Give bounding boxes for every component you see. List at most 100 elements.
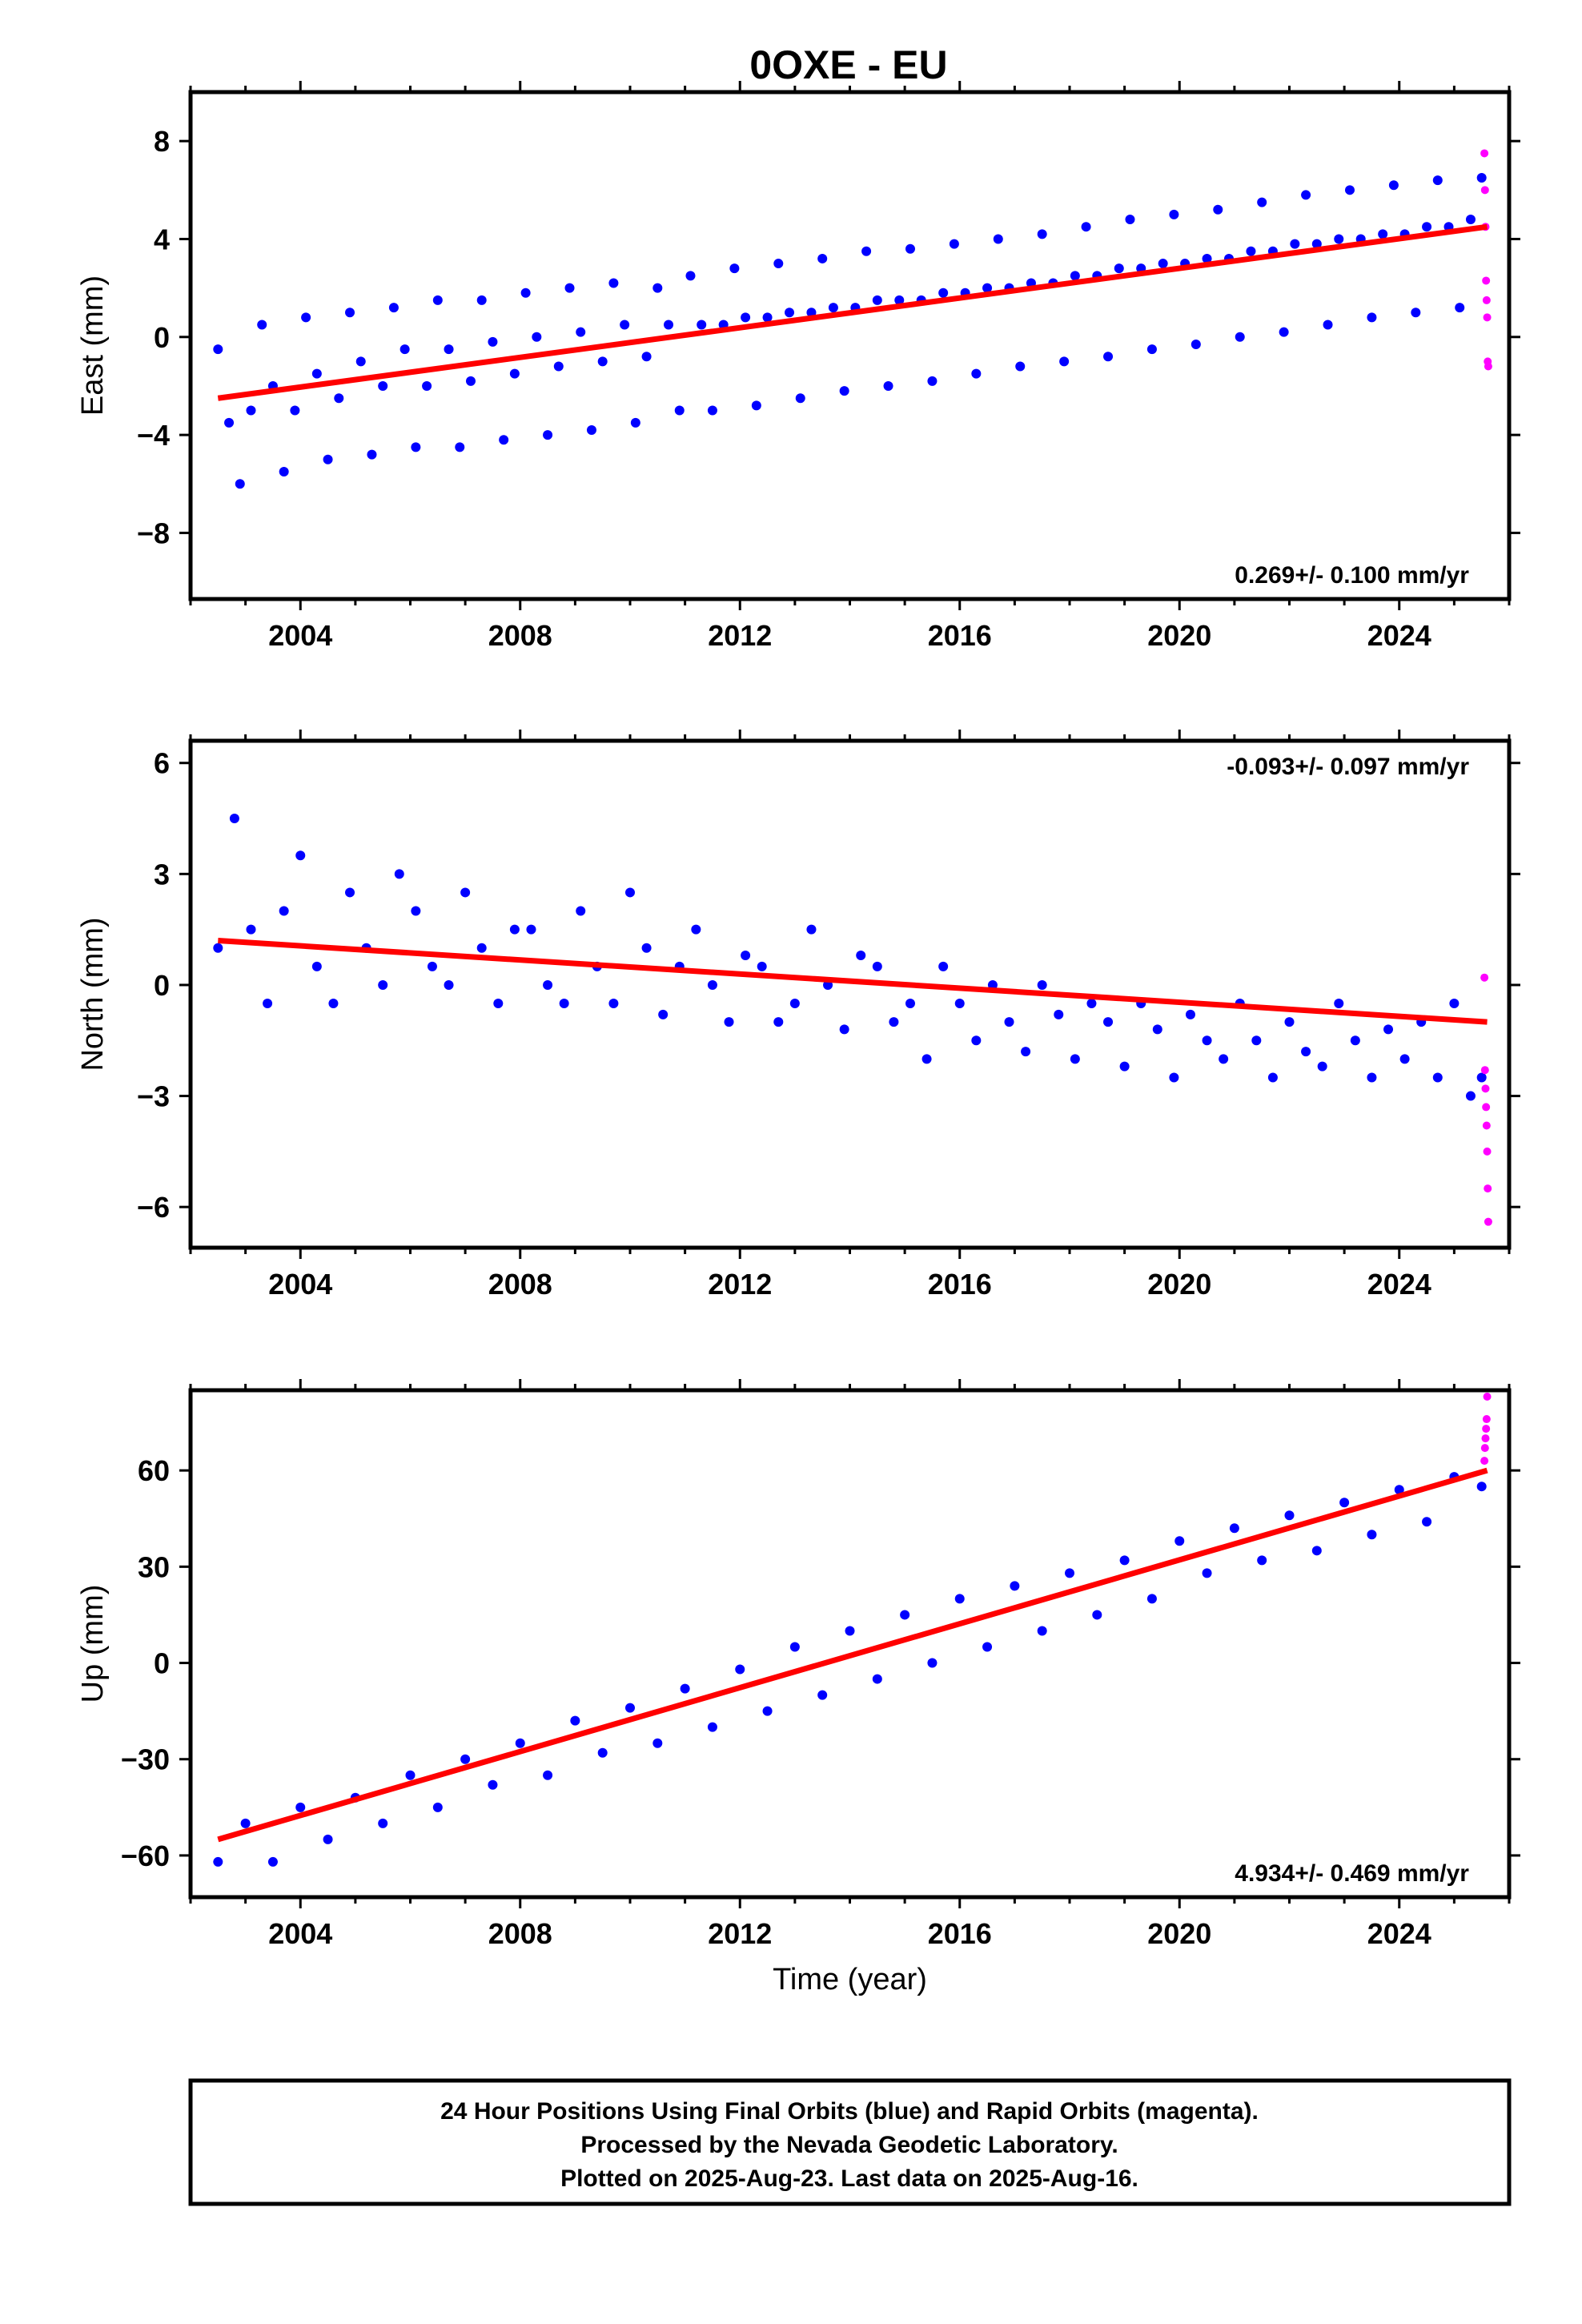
final-orbit-point bbox=[213, 943, 223, 953]
y-tick-label: 0 bbox=[154, 969, 170, 1002]
final-orbit-point bbox=[1146, 344, 1157, 355]
final-orbit-point bbox=[817, 253, 828, 263]
final-orbit-point bbox=[641, 352, 652, 362]
y-tick-label: 4 bbox=[154, 223, 170, 255]
rapid-orbit-point bbox=[1480, 149, 1489, 158]
final-orbit-point bbox=[290, 405, 300, 416]
final-orbit-point bbox=[543, 430, 553, 440]
final-orbit-point bbox=[806, 308, 817, 318]
final-orbit-point bbox=[751, 400, 761, 411]
final-orbit-point bbox=[427, 961, 437, 971]
final-orbit-point bbox=[1317, 1061, 1327, 1072]
final-orbit-point bbox=[570, 1715, 580, 1726]
x-tick-label: 2004 bbox=[268, 619, 332, 652]
data-layer bbox=[213, 814, 1492, 1226]
final-orbit-point bbox=[240, 1818, 251, 1828]
final-orbit-point bbox=[509, 924, 520, 935]
x-tick-label: 2020 bbox=[1147, 619, 1211, 652]
final-orbit-point bbox=[493, 999, 504, 1009]
y-tick-label: 60 bbox=[138, 1454, 170, 1487]
x-tick-label: 2008 bbox=[488, 619, 552, 652]
final-orbit-point bbox=[707, 1722, 717, 1732]
final-orbit-point bbox=[1103, 1017, 1114, 1027]
final-orbit-point bbox=[658, 1009, 669, 1019]
final-orbit-point bbox=[1229, 1523, 1239, 1534]
final-orbit-point bbox=[872, 1674, 882, 1684]
y-axis-label: North (mm) bbox=[76, 917, 110, 1071]
final-orbit-point bbox=[1367, 1530, 1377, 1540]
final-orbit-point bbox=[1185, 1009, 1195, 1019]
final-orbit-point bbox=[1152, 1024, 1162, 1035]
rapid-orbit-point bbox=[1482, 276, 1491, 285]
rapid-orbit-point bbox=[1484, 362, 1492, 371]
up-panel: 2004 2008 2012 2016 2020 2024 60 30 0 −30 −60 Up (m… bbox=[76, 1379, 1520, 1996]
final-orbit-point bbox=[1251, 1035, 1262, 1046]
final-orbit-point bbox=[845, 1626, 855, 1636]
final-orbit-point bbox=[1399, 1054, 1410, 1064]
final-orbit-point bbox=[1378, 229, 1388, 239]
final-orbit-point bbox=[1125, 215, 1135, 225]
y-axis-label: East (mm) bbox=[76, 275, 110, 416]
x-tick-label: 2024 bbox=[1367, 1268, 1431, 1301]
final-orbit-point bbox=[520, 287, 531, 298]
final-orbit-point bbox=[476, 295, 487, 305]
final-orbit-point bbox=[652, 1738, 663, 1748]
final-orbit-point bbox=[982, 283, 993, 293]
final-orbit-point bbox=[559, 999, 569, 1009]
final-orbit-point bbox=[411, 442, 421, 452]
caption-line-2: Processed by the Nevada Geodetic Laborat… bbox=[580, 2132, 1118, 2158]
rapid-orbit-point bbox=[1482, 1425, 1491, 1433]
final-orbit-point bbox=[927, 1658, 938, 1668]
final-orbit-point bbox=[213, 344, 223, 355]
final-orbit-point bbox=[954, 999, 965, 1009]
rapid-orbit-point bbox=[1483, 1393, 1492, 1401]
final-orbit-point bbox=[620, 320, 630, 330]
final-orbit-point bbox=[444, 979, 454, 990]
final-orbit-point bbox=[378, 979, 388, 990]
final-orbit-point bbox=[460, 1754, 471, 1764]
final-orbit-point bbox=[1301, 190, 1311, 200]
final-orbit-point bbox=[707, 979, 717, 990]
east-panel: 2004 2008 2012 2016 2020 2024 8 4 0 −4 −8 East (mm)… bbox=[76, 81, 1520, 652]
final-orbit-point bbox=[1103, 352, 1114, 362]
final-orbit-point bbox=[213, 1856, 223, 1867]
final-orbit-point bbox=[263, 999, 273, 1009]
final-orbit-point bbox=[1246, 246, 1256, 256]
final-orbit-point bbox=[422, 380, 432, 391]
final-orbit-point bbox=[1334, 999, 1344, 1009]
final-orbit-point bbox=[1202, 1568, 1212, 1578]
final-orbit-point bbox=[355, 356, 366, 367]
final-orbit-point bbox=[905, 999, 915, 1009]
final-orbit-point bbox=[367, 449, 377, 460]
y-tick-label: −3 bbox=[137, 1080, 170, 1113]
model-fit-line bbox=[218, 938, 1488, 1025]
final-orbit-point bbox=[1092, 1610, 1102, 1620]
y-tick-label: 6 bbox=[154, 747, 170, 780]
x-tick-label: 2020 bbox=[1147, 1268, 1211, 1301]
final-orbit-point bbox=[773, 1017, 784, 1027]
final-orbit-point bbox=[279, 906, 289, 916]
y-tick-label: 8 bbox=[154, 125, 170, 158]
final-orbit-point bbox=[1334, 234, 1344, 244]
rapid-orbit-point bbox=[1482, 1415, 1491, 1424]
final-orbit-point bbox=[345, 308, 355, 318]
final-orbit-point bbox=[625, 1703, 635, 1713]
y-tick-label: 30 bbox=[138, 1550, 170, 1583]
final-orbit-point bbox=[1010, 1581, 1020, 1591]
x-tick-label: 2016 bbox=[928, 619, 992, 652]
figure-title: 0OXE - EU bbox=[749, 42, 947, 87]
final-orbit-point bbox=[1054, 1009, 1064, 1019]
final-orbit-point bbox=[576, 327, 586, 337]
final-orbit-point bbox=[224, 417, 235, 428]
rapid-orbit-point bbox=[1480, 1457, 1489, 1466]
x-tick-label: 2008 bbox=[488, 1917, 552, 1950]
final-orbit-point bbox=[625, 887, 635, 898]
y-tick-label: −4 bbox=[137, 419, 170, 452]
final-orbit-point bbox=[1037, 1626, 1047, 1636]
final-orbit-point bbox=[1235, 332, 1245, 342]
final-orbit-point bbox=[1432, 1072, 1443, 1083]
final-orbit-point bbox=[1388, 180, 1399, 191]
rapid-orbit-point bbox=[1480, 186, 1489, 195]
final-orbit-point bbox=[1202, 253, 1212, 263]
